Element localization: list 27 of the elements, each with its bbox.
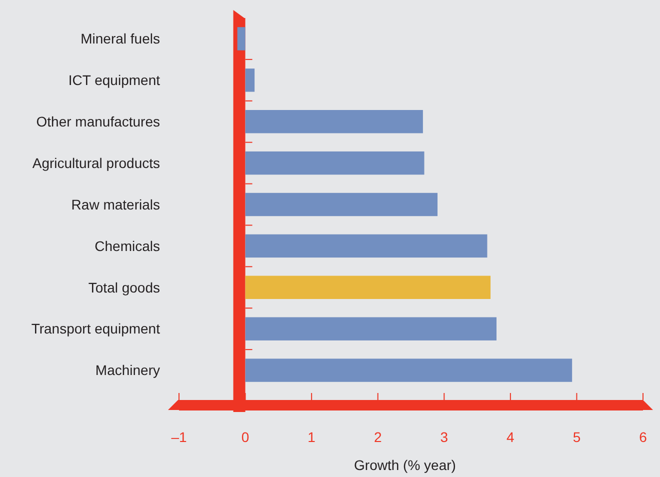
y-tick-label: Transport equipment	[31, 320, 160, 337]
y-tick-label: Raw materials	[71, 196, 160, 212]
bar	[237, 27, 246, 50]
y-tick-label: ICT equipment	[68, 72, 160, 88]
bar	[245, 110, 423, 134]
x-tick-label: –1	[171, 428, 187, 445]
x-tick-label: 5	[572, 428, 581, 445]
x-axis-title: Growth (% year)	[354, 457, 456, 473]
y-tick-label: Machinery	[95, 362, 160, 378]
x-tick-label: 6	[639, 428, 648, 445]
y-tick-label: Other manufactures	[36, 114, 160, 130]
y-tick-label: Mineral fuels	[80, 30, 160, 47]
x-tick-label: 3	[440, 428, 448, 445]
bar	[245, 317, 497, 340]
y-tick-label: Total goods	[88, 279, 160, 296]
bar	[245, 234, 488, 258]
bar	[245, 192, 438, 216]
x-tick-label: 2	[374, 428, 382, 445]
y-tick-label: Agricultural products	[32, 154, 160, 171]
x-tick-label: 1	[308, 428, 316, 445]
x-tick-label: 0	[241, 428, 250, 445]
bar	[245, 151, 424, 175]
bar	[245, 68, 255, 92]
y-tick-label: Chemicals	[94, 238, 160, 254]
bar	[245, 276, 491, 299]
bar	[245, 358, 572, 382]
x-tick-label: 4	[506, 428, 515, 445]
